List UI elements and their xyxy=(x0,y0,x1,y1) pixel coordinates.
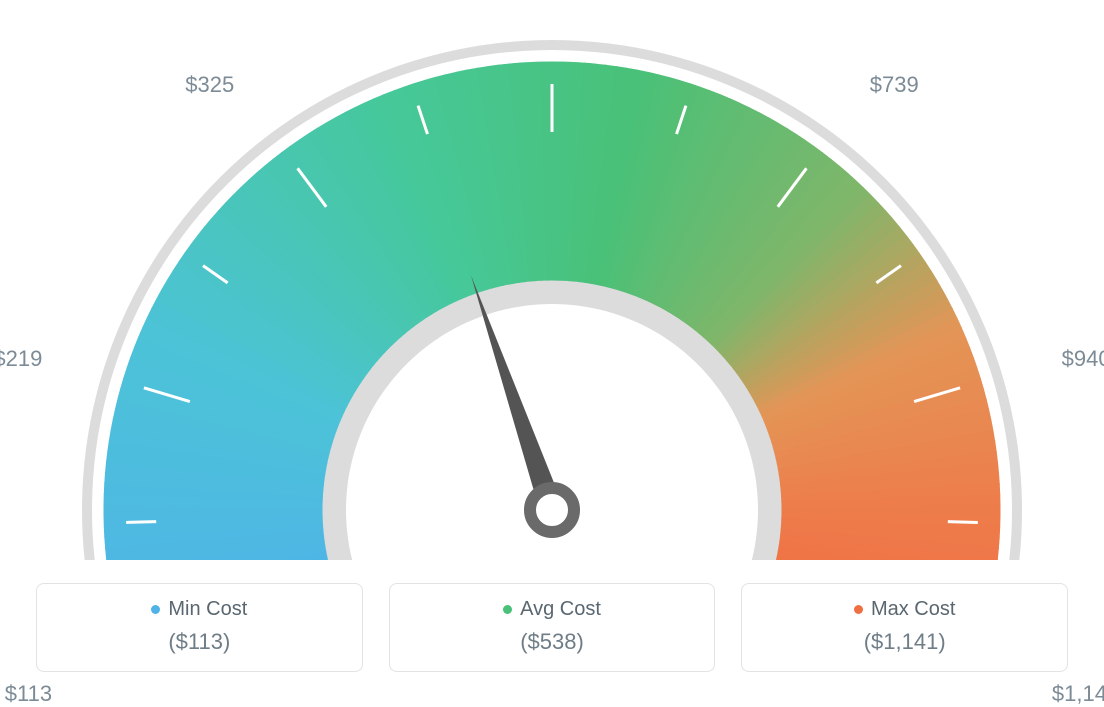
legend-title-min: Min Cost xyxy=(151,598,247,621)
legend-title-max: Max Cost xyxy=(854,598,955,621)
legend-label-max: Max Cost xyxy=(871,598,955,621)
legend-row: Min Cost ($113) Avg Cost ($538) Max Cost… xyxy=(0,583,1104,672)
legend-dot-min xyxy=(151,605,160,614)
legend-card-avg: Avg Cost ($538) xyxy=(389,583,716,672)
gauge-tick-label: $113 xyxy=(0,681,52,707)
legend-value-min: ($113) xyxy=(47,629,352,655)
gauge-tick-label: $1,141 xyxy=(1052,681,1104,707)
gauge-tick-label: $325 xyxy=(144,72,234,98)
legend-label-min: Min Cost xyxy=(168,598,247,621)
legend-title-avg: Avg Cost xyxy=(503,598,601,621)
chart-root: $113$219$325$538$739$940$1,141 Min Cost … xyxy=(0,0,1104,690)
legend-card-max: Max Cost ($1,141) xyxy=(741,583,1068,672)
legend-value-max: ($1,141) xyxy=(752,629,1057,655)
legend-dot-avg xyxy=(503,605,512,614)
gauge-area: $113$219$325$538$739$940$1,141 xyxy=(0,0,1104,560)
legend-label-avg: Avg Cost xyxy=(520,598,601,621)
legend-dot-max xyxy=(854,605,863,614)
gauge-tick-label: $940 xyxy=(1062,346,1104,372)
gauge-tick-label: $219 xyxy=(0,346,42,372)
legend-card-min: Min Cost ($113) xyxy=(36,583,363,672)
legend-value-avg: ($538) xyxy=(400,629,705,655)
gauge-tick-label: $739 xyxy=(870,72,960,98)
